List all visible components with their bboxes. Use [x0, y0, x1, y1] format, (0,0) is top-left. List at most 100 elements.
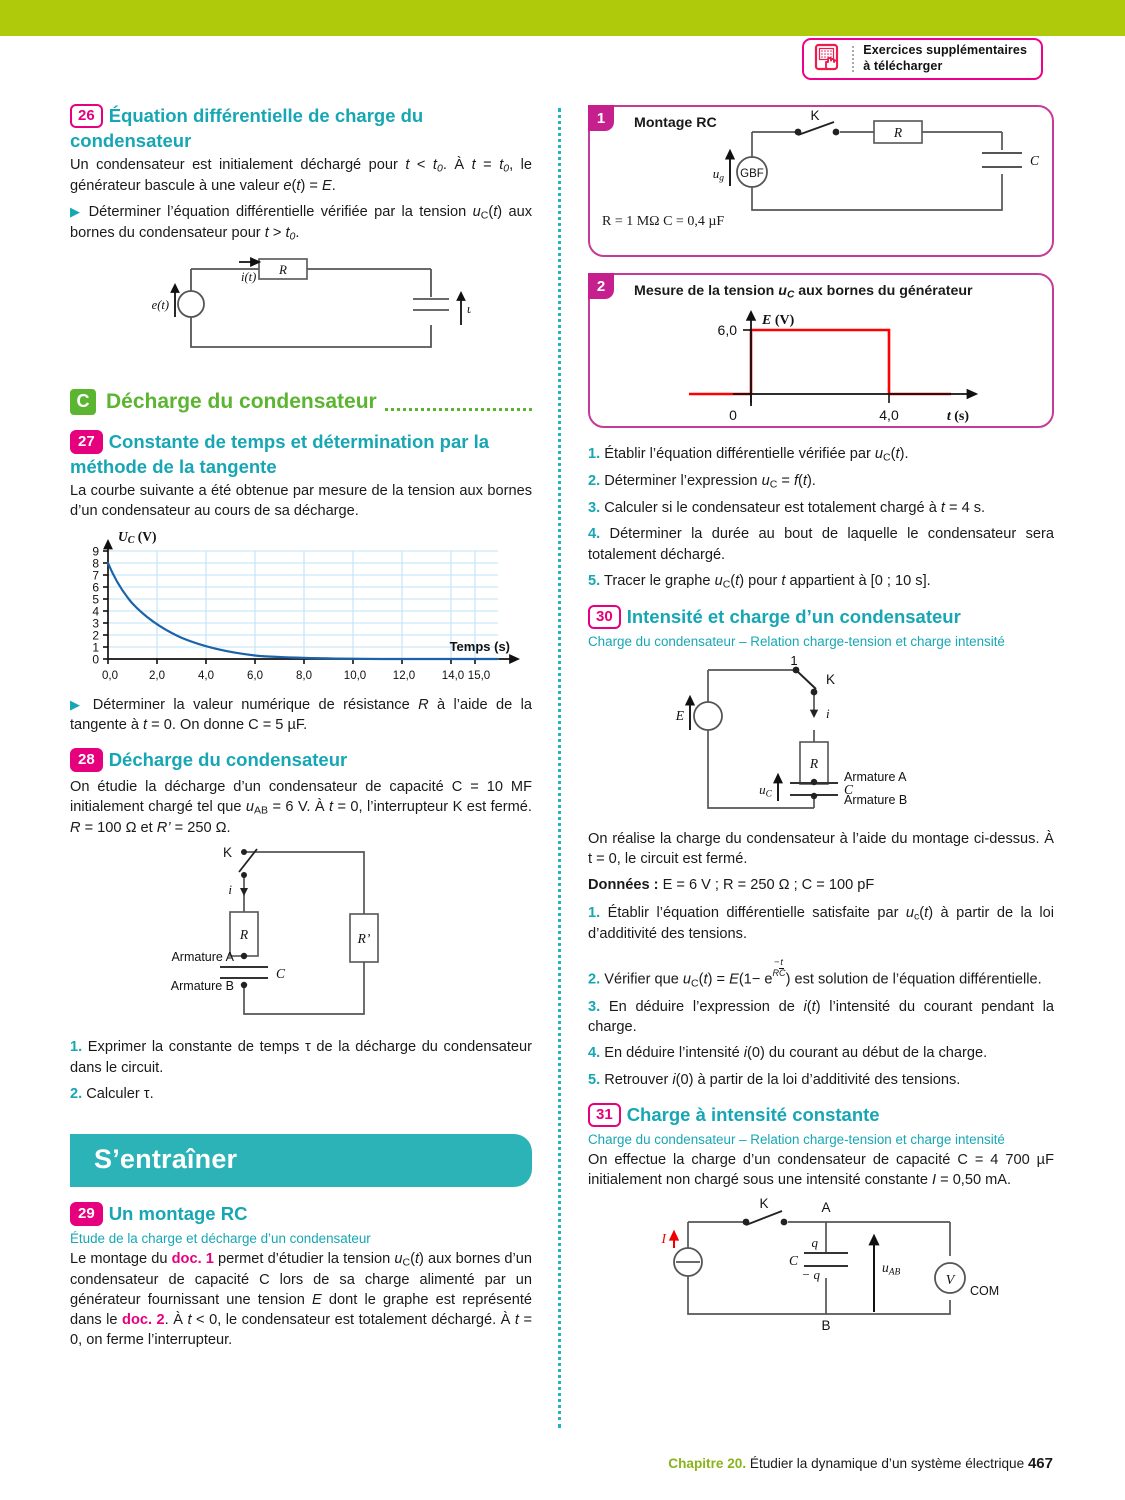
svg-text:E: E [675, 708, 685, 723]
svg-text:Temps (s): Temps (s) [450, 639, 510, 654]
top-green-bar [0, 0, 1125, 36]
exercise-30-heading: 30 Intensité et charge d’un condensateur [588, 604, 1054, 631]
q-number: 5. [588, 572, 601, 589]
q-number: 3. [588, 999, 601, 1016]
exercise-28-circuit-figure: K i R R’ C Armature A Armature B [70, 844, 532, 1029]
var-R: R [418, 696, 429, 713]
var-t: t [432, 157, 437, 173]
svg-text:K: K [759, 1196, 768, 1211]
exercise-29-statement: Le montage du doc. 1 permet d’étudier la… [70, 1249, 532, 1351]
download-exercises-badge[interactable]: Exercices supplémentaires à télécharger [802, 38, 1043, 80]
svg-text:8: 8 [92, 556, 99, 570]
txt: dont le graphe est représenté dans le [70, 1292, 533, 1329]
svg-text:C: C [789, 1253, 799, 1268]
var-t: t [187, 1312, 192, 1329]
svg-text:1: 1 [92, 640, 99, 654]
q-number: 3. [588, 500, 601, 517]
doc-1-badge: 1 [588, 105, 614, 131]
doc1-ref[interactable]: doc. 1 [171, 1250, 214, 1267]
sentrainer-banner: S’entraîner [70, 1133, 532, 1187]
doc2-ref[interactable]: doc. 2 [122, 1312, 165, 1329]
exercise-30-circuit-figure: 1 K i E R C Armature A Ar [588, 656, 1054, 821]
txt: > [268, 225, 286, 242]
footer-chapter: Chapitre 20. [668, 1456, 747, 1471]
exercise-28-heading: 28 Décharge du condensateur [70, 748, 532, 774]
exercise-27-heading: 27 Constante de temps et détermination pa… [70, 429, 532, 478]
txt: à l’aide de la tangente à [70, 696, 532, 733]
doc-1-values: R = 1 MΩ C = 0,4 µF [602, 214, 725, 230]
svg-text:6: 6 [92, 580, 99, 594]
sub-C: C [480, 209, 489, 222]
exercise-30-q3: 3. En déduire l’expression de i(t) l’int… [588, 999, 1054, 1036]
svg-text:6,0: 6,0 [247, 670, 263, 682]
triangle-bullet-icon: ▶ [70, 696, 85, 712]
var-t: t [264, 225, 269, 242]
column-divider [558, 108, 561, 1428]
svg-text:R: R [809, 756, 819, 771]
svg-text:i: i [228, 882, 232, 897]
svg-text:7: 7 [92, 568, 99, 582]
txt: On effectue la charge d’un condensateur … [588, 1151, 1054, 1188]
var-t: t [143, 716, 148, 733]
exercise-29-title: Un montage RC [108, 1202, 248, 1224]
exercise-26-statement: Un condensateur est initialement décharg… [70, 155, 532, 196]
svg-text:t (s): t (s) [947, 409, 970, 424]
exercise-26-number: 26 [70, 104, 103, 128]
svg-text:uAB: uAB [882, 1260, 901, 1278]
exercise-26-heading: 26 Équation différentielle de charge du c… [70, 104, 532, 152]
txt: = 100 Ω et [80, 820, 157, 837]
txt: Déterminer la valeur numérique de résist… [92, 696, 419, 713]
donnees-label: Données : [588, 877, 659, 894]
q-number: 1. [70, 1039, 83, 1056]
svg-text:I: I [661, 1231, 668, 1246]
svg-text:0: 0 [92, 652, 99, 666]
svg-text:2: 2 [92, 628, 99, 642]
exercise-28-q2: 2. Calculer τ. [70, 1084, 532, 1104]
txt: . [295, 225, 300, 242]
svg-text:R: R [893, 125, 903, 140]
txt: < 0, le condensateur est totalement déch… [191, 1312, 515, 1329]
svg-text:uC: uC [759, 782, 773, 800]
exercise-30-q5: 5. Retrouver i(0) à partir de la loi d’a… [588, 1071, 961, 1088]
svg-text:− q: − q [801, 1267, 820, 1282]
q-number: 2. [70, 1085, 83, 1102]
var-t: t [514, 1312, 519, 1329]
svg-text:4,0: 4,0 [198, 670, 214, 682]
var-R: R [70, 820, 81, 837]
svg-text:6,0: 6,0 [718, 322, 738, 338]
exercise-28-statement: On étudie la décharge d’un condensateur … [70, 777, 532, 838]
exercise-27-number: 27 [70, 429, 103, 454]
svg-text:e(t): e(t) [152, 298, 169, 312]
var-t: t [414, 1250, 419, 1267]
svg-text:9: 9 [92, 544, 99, 558]
txt: À [454, 157, 472, 173]
txt: < [409, 157, 433, 173]
var-t: t [405, 157, 410, 173]
svg-text:R’: R’ [357, 931, 371, 946]
svg-text:V: V [946, 1273, 956, 1288]
ex29-question-2: 2. Déterminer l’expression uC = f(t). [588, 473, 816, 491]
exercise-29-heading: 29 Un montage RC [70, 1201, 532, 1228]
txt: . À [164, 1312, 188, 1329]
svg-text:4,0: 4,0 [879, 407, 899, 423]
exercise-31-circuit-figure: K I C q − q uAB V [588, 1196, 1054, 1336]
footer-title: Étudier la dynamique d’un système électr… [746, 1456, 1028, 1471]
sub-C: C [786, 289, 795, 301]
svg-text:0,0: 0,0 [102, 670, 118, 682]
svg-text:4: 4 [92, 604, 99, 618]
exercise-30-donnees: Données : E = 6 V ; R = 250 Ω ; C = 100 … [588, 875, 1054, 895]
var-t: t [329, 799, 334, 816]
exercise-27-question: ▶ Déterminer la valeur numérique de rési… [70, 695, 532, 735]
txt: ( [291, 178, 297, 195]
sub-0: 0 [289, 231, 296, 243]
section-letter-c: C [70, 388, 96, 415]
exercise-31-heading: 31 Charge à intensité constante [588, 1102, 1054, 1129]
svg-text:ug: ug [713, 166, 725, 184]
exercise-30-number: 30 [588, 604, 621, 629]
badge-line-2: à télécharger [863, 59, 943, 73]
svg-text:E (V): E (V) [761, 313, 795, 328]
q-text: Calculer τ. [82, 1085, 154, 1102]
var-t: t [285, 225, 290, 242]
doc-1-title: Montage RC [634, 115, 717, 131]
